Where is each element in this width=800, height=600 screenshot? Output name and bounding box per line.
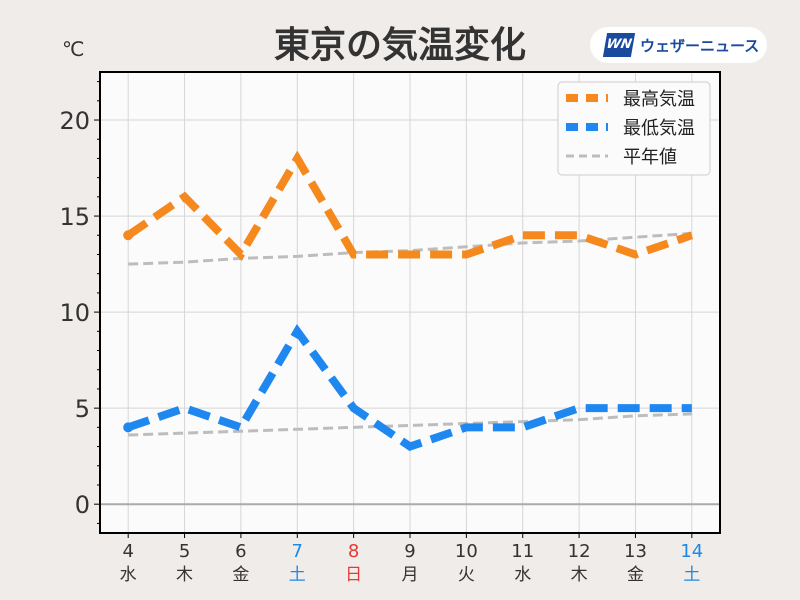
x-weekday-label: 金 — [232, 565, 249, 585]
x-tick-label: 11 — [511, 541, 534, 562]
x-weekday-label: 月 — [402, 565, 419, 585]
data-point-high — [123, 230, 134, 241]
x-weekday-label: 水 — [120, 565, 137, 585]
y-tick-label: 20 — [59, 107, 90, 135]
x-weekday-label: 木 — [176, 565, 193, 585]
plot-frame — [99, 71, 721, 534]
brand-name: ウェザーニュース — [640, 37, 760, 55]
legend-label: 最低気温 — [623, 118, 695, 139]
y-tick-label: 10 — [59, 299, 90, 327]
x-weekday-label: 土 — [289, 565, 306, 585]
x-tick-label: 5 — [179, 541, 190, 562]
y-tick-label: 5 — [75, 395, 90, 423]
series-line-high — [125, 150, 694, 262]
y-tick-label: 0 — [75, 491, 90, 519]
legend-box — [557, 81, 711, 176]
x-weekday-label: 木 — [571, 565, 588, 585]
x-tick-label: 13 — [624, 541, 647, 562]
series-line-low — [126, 324, 692, 451]
x-tick-label: 9 — [404, 541, 415, 562]
x-weekday-label: 火 — [458, 565, 475, 585]
x-weekday-label: 土 — [683, 565, 700, 585]
x-weekday-label: 水 — [514, 565, 531, 585]
x-weekday-label: 日 — [345, 565, 362, 585]
x-tick-label: 7 — [292, 541, 303, 562]
x-tick-label: 14 — [680, 541, 703, 562]
x-weekday-label: 金 — [627, 565, 644, 585]
y-axis-unit: ℃ — [62, 37, 84, 61]
x-tick-label: 4 — [122, 541, 133, 562]
x-tick-label: 6 — [235, 541, 246, 562]
legend-label: 平年値 — [623, 147, 677, 168]
chart-title: 東京の気温変化 — [273, 25, 526, 66]
data-point-low — [123, 422, 134, 433]
y-tick-label: 15 — [59, 203, 90, 231]
x-tick-label: 12 — [568, 541, 591, 562]
x-tick-label: 8 — [348, 541, 359, 562]
weathernews-logo: WN ウェザーニュース — [590, 27, 767, 63]
legend-label: 最高気温 — [623, 89, 695, 110]
normal-low-line — [128, 412, 692, 437]
x-tick-label: 10 — [455, 541, 478, 562]
